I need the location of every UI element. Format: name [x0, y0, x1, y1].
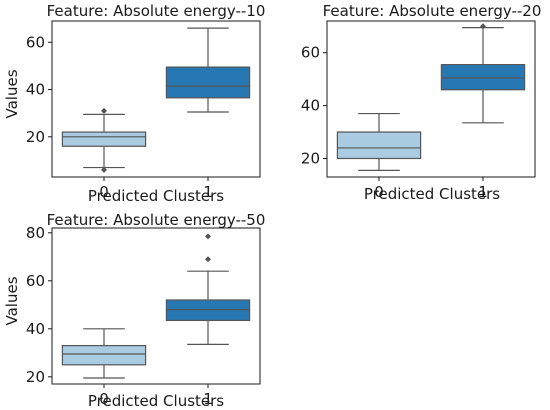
y-tick-label: 20	[301, 149, 320, 167]
y-tick-label: 20	[26, 128, 45, 146]
box-cluster-0	[336, 131, 422, 160]
subplot-absolute-energy-20: Feature: Absolute energy--20 Predicted C…	[301, 2, 541, 203]
subplot-title: Feature: Absolute energy--20	[323, 2, 542, 20]
y-axis-label: Values	[3, 276, 21, 325]
outlier-point	[101, 107, 107, 114]
box-cluster-1	[440, 64, 526, 91]
y-tick-label: 20	[26, 368, 45, 386]
x-tick-label: 0	[99, 390, 109, 408]
x-axis-label: Predicted Clusters	[88, 392, 224, 410]
box-cluster-1	[165, 66, 251, 99]
y-tick-label: 60	[301, 44, 320, 62]
y-tick-label: 60	[26, 33, 45, 51]
outlier-point	[480, 23, 486, 30]
subplot-title: Feature: Absolute energy--50	[47, 211, 266, 229]
box-cluster-0	[61, 131, 147, 147]
axes-frame	[51, 227, 261, 385]
axes-frame	[51, 20, 261, 178]
subplot-absolute-energy-10: Feature: Absolute energy--10 Predicted C…	[3, 2, 265, 205]
y-tick-label: 40	[301, 97, 320, 115]
axes-frame	[326, 20, 536, 178]
x-tick-label: 1	[203, 390, 213, 408]
y-tick-label: 80	[26, 224, 45, 242]
x-tick-label: 1	[203, 183, 213, 201]
y-tick-label: 40	[26, 320, 45, 338]
y-tick-label: 40	[26, 81, 45, 99]
subplot-title: Feature: Absolute energy--10	[47, 2, 266, 20]
x-axis-label: Predicted Clusters	[88, 187, 224, 205]
y-tick-label: 60	[26, 272, 45, 290]
box-cluster-0	[61, 345, 147, 366]
subplot-absolute-energy-50: Feature: Absolute energy--50 Predicted C…	[3, 211, 265, 410]
x-axis-label: Predicted Clusters	[364, 185, 500, 203]
x-tick-label: 0	[99, 183, 109, 201]
x-tick-label: 0	[374, 183, 384, 201]
outlier-point	[101, 166, 107, 173]
outlier-point	[205, 233, 211, 240]
y-axis-label: Values	[3, 69, 21, 118]
x-tick-label: 1	[478, 183, 488, 201]
outlier-point	[205, 256, 211, 263]
